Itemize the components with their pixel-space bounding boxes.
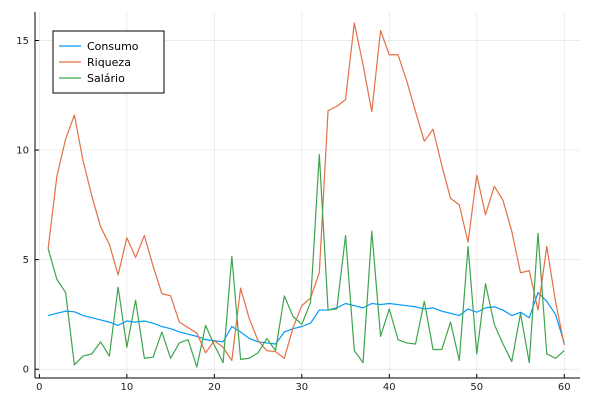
y-tick-label: 5 bbox=[23, 255, 29, 266]
y-tick-label: 0 bbox=[23, 365, 29, 376]
legend-label: Consumo bbox=[87, 40, 139, 53]
x-tick-label: 0 bbox=[36, 382, 42, 393]
x-tick-label: 50 bbox=[470, 382, 483, 393]
x-tick-label: 60 bbox=[558, 382, 571, 393]
y-tick-label: 15 bbox=[16, 36, 29, 47]
series-line-riqueza bbox=[47, 22, 565, 362]
x-tick-label: 40 bbox=[383, 382, 396, 393]
axes: 0 10 20 30 40 50 60 0 5 10 15 bbox=[16, 12, 580, 393]
series-line-consumo bbox=[47, 291, 565, 345]
y-tick-label: 10 bbox=[16, 146, 29, 157]
series-lines bbox=[47, 22, 565, 368]
legend-label: Riqueza bbox=[87, 56, 131, 69]
legend-label: Salário bbox=[87, 72, 125, 85]
x-tick-label: 10 bbox=[120, 382, 133, 393]
legend: Consumo Riqueza Salário bbox=[52, 30, 165, 94]
series-line-sal-rio bbox=[47, 153, 565, 368]
x-tick-label: 30 bbox=[295, 382, 308, 393]
x-tick-label: 20 bbox=[208, 382, 221, 393]
